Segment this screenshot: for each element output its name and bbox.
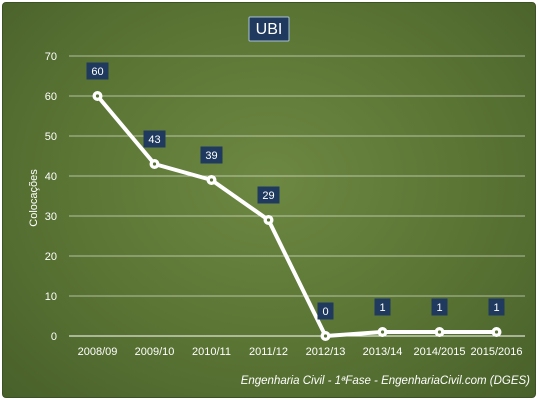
x-tick-label: 2009/10 [135,346,175,358]
data-point-center [209,178,214,182]
data-label: 29 [257,186,280,204]
data-point-center [266,218,271,222]
y-tick-label: 60 [45,91,57,103]
y-tick-label: 0 [51,331,57,343]
data-label: 1 [431,298,448,316]
series-line [95,94,499,338]
data-label: 1 [374,298,391,316]
data-point-center [152,162,157,166]
data-label-text: 0 [322,306,328,318]
data-label-text: 39 [205,150,217,162]
chart-title-text: UBI [256,21,283,38]
data-label-box [86,62,109,80]
data-label-text: 29 [262,190,274,202]
data-label-box [374,298,391,316]
chart-frame: 0 10 20 30 40 50 60 70 2008/09 2009/10 2010/11 201… [2,2,536,398]
x-tick-label: 2011/12 [249,346,288,358]
data-point-center [380,330,385,334]
data-label-text: 1 [379,302,385,314]
data-label: 60 [86,62,109,80]
series-line-path [95,94,499,338]
data-label-text: 43 [148,134,160,146]
data-label: 0 [317,302,334,320]
data-label: 1 [488,298,505,316]
x-tick-label: 2012/13 [306,346,346,358]
chart-title: UBI [248,16,290,42]
data-point-center [494,330,499,334]
x-tick-label: 2015/2016 [471,346,523,358]
data-label-box [317,302,334,320]
data-label-text: 1 [493,302,499,314]
y-tick-label: 10 [45,291,57,303]
y-tick-label: 30 [45,211,57,223]
data-label-box [257,186,280,204]
data-point-center [95,94,100,98]
y-tick-labels: 0 10 20 30 40 50 60 70 [45,51,57,343]
y-axis-label: Colocações [28,169,40,227]
data-label-box [200,146,223,164]
data-point-center [437,330,442,334]
chart-title-box [248,16,290,42]
x-tick-label: 2008/09 [78,346,118,358]
data-point-center [323,334,328,338]
data-label-text: 60 [91,66,103,78]
y-tick-label: 40 [45,171,57,183]
grid-lines [69,55,525,337]
data-label: 39 [200,146,223,164]
data-label: 43 [143,130,166,148]
x-tick-label: 2014/2015 [414,346,466,358]
data-labels: 60 43 39 29 0 1 1 1 [86,62,505,320]
y-tick-label: 20 [45,251,57,263]
x-tick-labels: 2008/09 2009/10 2010/11 2011/12 2012/13 2013/… [78,346,523,358]
data-label-box [143,130,166,148]
y-tick-label: 70 [45,51,57,63]
source-footnote: Engenharia Civil - 1ªFase - EngenhariaCi… [241,375,530,387]
data-label-box [488,298,505,316]
y-tick-label: 50 [45,131,57,143]
data-label-text: 1 [436,302,442,314]
data-label-box [431,298,448,316]
x-tick-label: 2013/14 [363,346,403,358]
data-points [92,91,502,341]
x-tick-label: 2010/11 [192,346,231,358]
